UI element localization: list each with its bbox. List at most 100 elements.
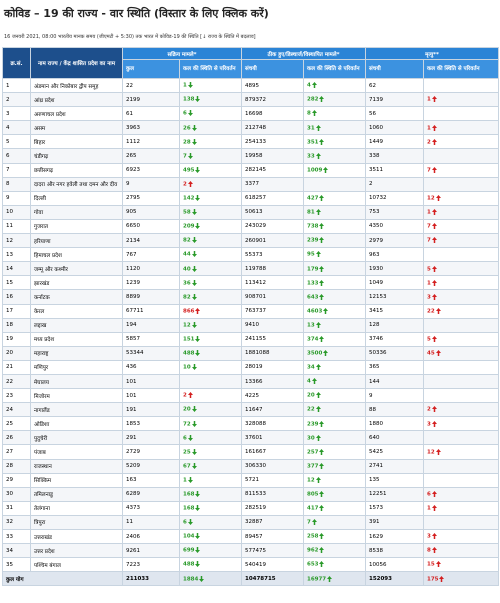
state-table: क्र.सं. नाम राज्य / केंद्र शासित प्रदेश क…: [2, 47, 500, 587]
change-value: 40: [183, 266, 191, 273]
cell: ओडिशा: [30, 416, 123, 432]
cell: 239: [303, 233, 366, 249]
cell: 101: [122, 373, 180, 390]
change-value: 12: [307, 477, 315, 484]
change-value: 374: [307, 336, 319, 343]
cell: 3746: [365, 331, 424, 347]
cell: 2795: [122, 190, 180, 206]
cell: 1: [2, 77, 31, 94]
col-header: संचयी: [241, 59, 304, 79]
cell: 4225: [241, 388, 304, 404]
cell: 135: [365, 472, 424, 488]
cell: हरियाणा: [30, 233, 123, 249]
cell: 22: [2, 373, 31, 390]
change-value: 2: [183, 181, 187, 188]
table-row: 22 मेघालय 101 13366 4 144: [2, 373, 500, 390]
cell: 1239: [122, 275, 180, 291]
cell: 7: [422, 233, 500, 249]
cell: कर्नाटक: [30, 289, 123, 305]
cell: 26: [179, 120, 242, 136]
arrow-icon: [315, 251, 321, 258]
cell: 258: [303, 528, 366, 545]
cell: 365: [365, 359, 424, 375]
cell: 36: [179, 275, 242, 291]
cell: 28: [179, 134, 242, 150]
cell: मध्य प्रदेश: [30, 331, 123, 347]
arrow-icon: [311, 378, 317, 385]
arrow-icon: [191, 406, 197, 413]
group-header: ठीक हुए/डिस्चार्ज/विस्थापित मामले*: [241, 47, 366, 60]
cell: उत्तर प्रदेश: [30, 543, 123, 559]
arrow-icon: [319, 96, 325, 103]
cell: 7: [422, 162, 500, 178]
arrow-icon: [319, 420, 325, 427]
cell: 643: [303, 289, 366, 305]
arrow-icon: [319, 293, 325, 300]
cell: 62: [365, 77, 424, 94]
change-value: 36: [183, 280, 191, 287]
cell: 21: [2, 359, 31, 375]
change-value: 82: [183, 294, 191, 301]
cell: 5: [422, 261, 500, 277]
cell: 50613: [241, 204, 304, 220]
page-title[interactable]: कोविड – 19 की राज्य - वार स्थिति (विस्ता…: [4, 7, 269, 20]
arrow-icon: [191, 237, 197, 244]
arrow-icon: [191, 448, 197, 455]
cell: 4: [303, 77, 366, 94]
arrow-icon: [315, 209, 321, 216]
cell: 282519: [241, 500, 304, 516]
cell: 4350: [365, 218, 424, 235]
arrow-icon: [431, 279, 437, 286]
cell: 12: [179, 317, 242, 333]
change-value: 6: [183, 110, 187, 117]
cell: केरल: [30, 303, 123, 319]
arrow-icon: [311, 519, 317, 526]
table-row: 23 मिजोरम 101 2 4225 20 9: [2, 388, 500, 404]
change-value: 168: [183, 491, 195, 498]
table-row: 8 दादरा और नगर हवेली तथा दमन और दीव 9 2 3377…: [2, 176, 500, 192]
arrow-icon: [431, 223, 437, 230]
table-row: 2 आंध्र प्रदेश 2199 138 879372 282 7139 1: [2, 92, 500, 108]
change-value: 427: [307, 195, 319, 202]
cell: आंध्र प्रदेश: [30, 92, 123, 108]
cell: [422, 373, 500, 390]
cell: 6650: [122, 218, 180, 235]
change-value: 31: [307, 125, 315, 132]
table-row: 15 झारखंड 1239 36 113412 133 1049 1: [2, 275, 500, 291]
cell: 25: [2, 416, 31, 432]
cell: अरुणाचल प्रदेश: [30, 106, 123, 122]
cell: 168: [179, 486, 242, 502]
cell: 351: [303, 134, 366, 150]
change-value: 1: [183, 82, 187, 89]
arrow-icon: [315, 124, 321, 131]
arrow-icon: [195, 195, 201, 202]
arrow-icon: [315, 406, 321, 413]
cell: 7: [303, 514, 366, 531]
change-value: 351: [307, 139, 319, 146]
arrow-icon: [319, 265, 325, 272]
col-header: कल की स्थिति से परिवर्तन: [422, 59, 500, 79]
arrow-icon: [319, 505, 325, 512]
arrow-icon: [195, 491, 201, 498]
change-value: 7: [183, 153, 187, 160]
cell: 265: [122, 148, 180, 164]
arrow-icon: [431, 166, 437, 173]
cell: 338: [365, 148, 424, 164]
cell: 16977: [303, 571, 366, 587]
table-row: 32 त्रिपुरा 11 6 32887 7 391: [2, 514, 500, 531]
cell: [422, 247, 500, 263]
cell: 738: [303, 218, 366, 235]
change-value: 1009: [307, 167, 323, 174]
cell: 14: [2, 261, 31, 277]
cell: 30: [2, 486, 31, 502]
arrow-icon: [431, 547, 437, 554]
cell: 8: [422, 543, 500, 559]
col-header: कल की स्थिति से परिवर्तन: [303, 59, 366, 79]
cell: 144: [365, 373, 424, 390]
cell: 2134: [122, 233, 180, 249]
cell: 1: [422, 204, 500, 220]
cell: दादरा और नगर हवेली तथा दमन और दीव: [30, 176, 123, 192]
cell: 3: [422, 528, 500, 545]
cell: 163: [122, 472, 180, 488]
